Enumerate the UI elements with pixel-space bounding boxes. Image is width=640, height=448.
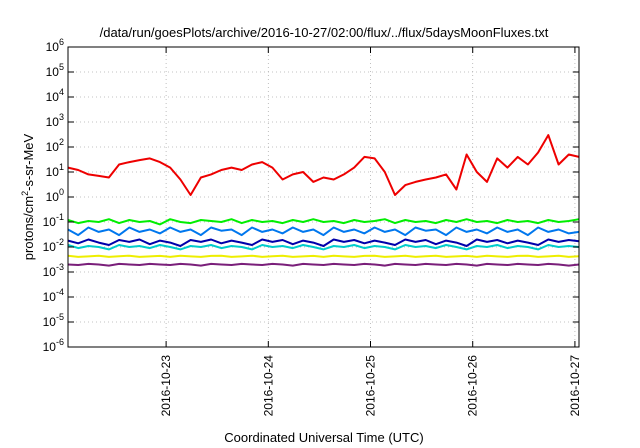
y-tick-label: 103 — [46, 112, 64, 129]
y-tick-label: 106 — [46, 37, 64, 54]
y-tick-label: 10-4 — [43, 287, 64, 304]
x-tick-label: 2016-10-27 — [568, 355, 582, 417]
y-axis-title-sup: 2 — [20, 191, 30, 196]
x-tick-label: 2016-10-24 — [261, 355, 275, 417]
series-line — [67, 238, 580, 247]
y-tick-label: 104 — [46, 87, 64, 104]
y-tick-labels: 10-6 10-5 10-4 10-3 10-2 10-1 100 101 102 103 104 1… — [43, 37, 64, 354]
x-tick-label: 2016-10-25 — [364, 355, 378, 417]
y-axis-title-base: protons/cm — [21, 196, 36, 260]
series-line — [67, 218, 580, 226]
series-line — [67, 244, 580, 251]
series-line — [67, 254, 580, 258]
y-tick-label: 10-2 — [43, 237, 64, 254]
y-tick-label: 10-1 — [43, 212, 64, 229]
series-line — [67, 226, 580, 237]
chart-title: /data/run/goesPlots/archive/2016-10-27/0… — [100, 25, 549, 40]
x-tick-labels: 2016-10-23 2016-10-24 2016-10-25 2016-10-26… — [159, 355, 582, 417]
y-axis-title: protons/cm2-s-sr-MeV — [20, 133, 36, 260]
y-tick-label: 105 — [46, 62, 64, 79]
x-tick-label: 2016-10-23 — [159, 355, 173, 417]
grid-lines — [68, 47, 579, 347]
x-tick-label: 2016-10-26 — [466, 355, 480, 417]
y-tick-label: 100 — [46, 187, 64, 204]
y-tick-label: 10-6 — [43, 337, 64, 354]
series-lines — [67, 134, 580, 267]
y-tick-label: 10-5 — [43, 312, 64, 329]
series-line — [67, 262, 580, 267]
y-tick-label: 10-3 — [43, 262, 64, 279]
x-axis-title: Coordinated Universal Time (UTC) — [224, 430, 423, 445]
y-axis-title-rest: -s-sr-MeV — [21, 133, 36, 190]
y-tick-label: 102 — [46, 137, 64, 154]
series-line — [67, 134, 580, 196]
y-tick-label: 101 — [46, 162, 64, 179]
axis-ticks — [68, 46, 579, 348]
